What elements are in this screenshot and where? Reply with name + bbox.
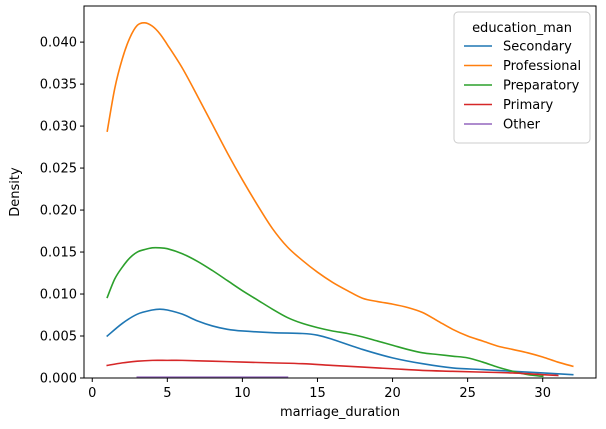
x-axis-ticks: 0 5 10 15 20 25 30 [88,378,551,401]
y-tick-label: 0.005 [40,330,77,345]
legend: education_man Secondary Professional Prepa… [453,11,591,144]
y-tick-label: 0.040 [40,36,77,51]
y-axis-label: Density [8,167,23,217]
y-axis-ticks: 0.000 0.005 0.010 0.015 0.020 0.025 0.030 0.035… [40,36,84,387]
x-tick-label: 10 [234,386,251,401]
axes-frame [83,5,597,379]
legend-item-preparatory: Preparatory [464,79,580,94]
legend-label: Preparatory [503,79,580,94]
series-layer [106,21,574,378]
legend-items: Secondary Professional Preparatory Primary O… [464,40,581,133]
x-tick-label: 5 [163,386,171,401]
y-tick-label: 0.030 [40,120,77,135]
y-tick-label: 0.025 [40,162,77,177]
axes-layer [83,5,597,379]
y-tick-label: 0.010 [40,288,77,303]
y-tick-label: 0.015 [40,246,77,261]
y-tick-label: 0.035 [40,78,77,93]
series-line-preparatory [106,246,544,378]
legend-label: Primary [503,98,554,113]
series-line-professional [106,21,574,368]
x-axis-label: marriage_duration [280,405,400,420]
x-tick-label: 25 [459,386,476,401]
legend-item-other: Other [464,118,541,133]
series-line-primary [106,359,559,377]
x-tick-label: 20 [384,386,401,401]
legend-label: Professional [503,59,581,74]
x-tick-label: 15 [309,386,326,401]
x-tick-label: 0 [88,386,96,401]
y-tick-label: 0.000 [40,372,77,387]
x-tick-label: 30 [534,386,551,401]
legend-item-secondary: Secondary [464,40,572,55]
series-line-secondary [106,308,574,376]
legend-label: Secondary [503,40,572,55]
legend-item-primary: Primary [464,98,554,113]
legend-frame [453,11,591,144]
legend-label: Other [503,118,541,133]
y-tick-label: 0.020 [40,204,77,219]
legend-item-professional: Professional [464,59,581,74]
legend-title: education_man [472,21,572,36]
